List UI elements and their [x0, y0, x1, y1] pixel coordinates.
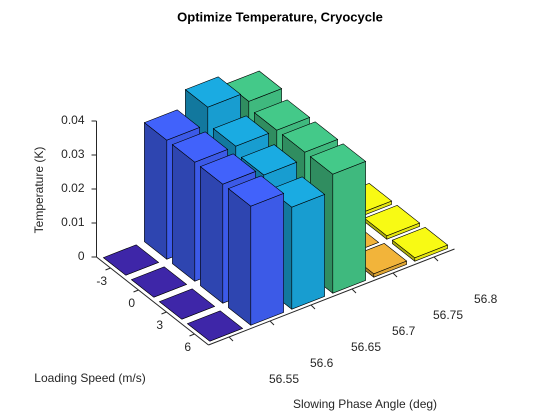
bar-front [250, 192, 284, 326]
y-axis [96, 256, 209, 346]
y-tick-label: 0 [128, 296, 135, 310]
y-tick [161, 311, 167, 315]
x-tick [269, 320, 275, 326]
bar-top [171, 131, 229, 163]
x-tick-label: 56.6 [310, 356, 334, 370]
bar-top [240, 144, 298, 176]
bar-side [172, 143, 196, 282]
bar-top [363, 205, 421, 237]
bar-side [144, 121, 168, 260]
bar-top [309, 143, 367, 175]
x-tick-label: 56.7 [392, 324, 416, 338]
bar-top [212, 115, 270, 147]
y-tick-label: 3 [156, 318, 163, 332]
x-tick [433, 256, 439, 262]
x-tick-label: 56.55 [269, 372, 299, 386]
bar-top [102, 244, 160, 276]
x-tick [351, 288, 357, 294]
chart-title: Optimize Temperature, Cryocycle [177, 9, 383, 24]
x-tick-label: 56.8 [474, 292, 498, 306]
bar-top [186, 310, 244, 342]
z-tick-label: 0.01 [61, 215, 85, 229]
bar-top [227, 175, 285, 207]
bar-side [200, 165, 224, 304]
bar-top [281, 121, 339, 153]
y-axis-label: Loading Speed (m/s) [34, 371, 145, 385]
bar-front [332, 160, 366, 294]
bar-top [199, 153, 257, 185]
bar-top [391, 227, 449, 259]
bar-top [143, 109, 201, 141]
x-tick-label: 56.65 [351, 340, 381, 354]
y-tick [133, 289, 139, 293]
x-tick-label: 56.75 [433, 308, 463, 322]
y-tick [189, 333, 195, 337]
bar-front [291, 193, 325, 310]
bar-top [158, 288, 216, 320]
x-axis-label: Slowing Phase Angle (deg) [293, 397, 437, 411]
z-tick-label: 0.03 [61, 147, 85, 161]
z-tick-label: 0.02 [61, 181, 85, 195]
z-axis-label: Temperature (K) [32, 147, 46, 234]
z-tick-label: 0 [78, 249, 85, 263]
bar-top [130, 266, 188, 298]
bar-side [228, 187, 252, 326]
x-tick [310, 304, 316, 310]
x-tick [392, 272, 398, 278]
x-tick [228, 336, 234, 342]
x-axis [208, 248, 455, 346]
y-tick-label: -3 [96, 274, 107, 288]
y-tick-label: 6 [184, 340, 191, 354]
z-tick-label: 0.04 [61, 113, 85, 127]
bar-top [253, 99, 311, 131]
bar-top [184, 76, 242, 108]
y-tick [105, 267, 111, 271]
